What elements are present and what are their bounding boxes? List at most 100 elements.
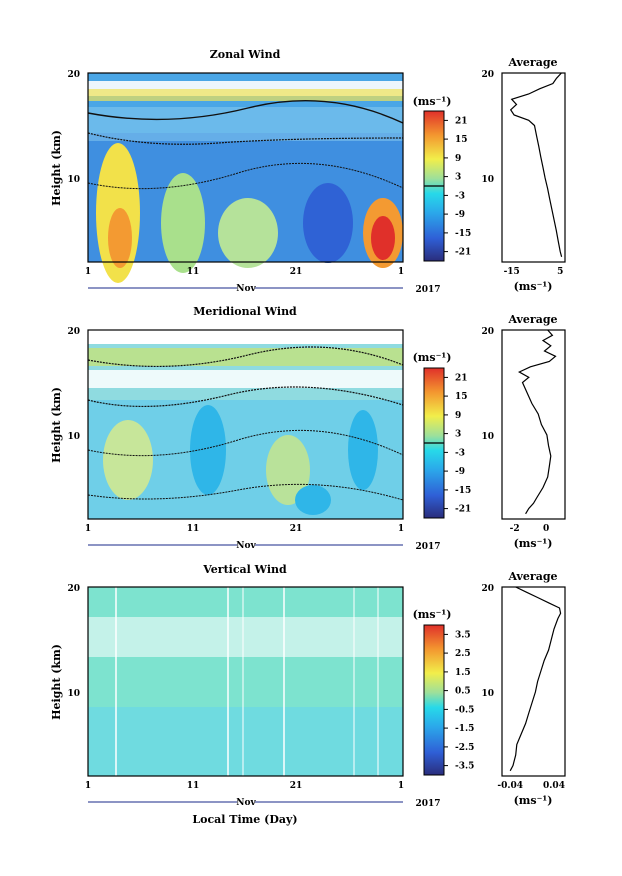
colorbar-tick-label: 9	[455, 154, 461, 164]
zonal-xtick-11: 11	[187, 267, 200, 277]
colorbar-tick-label: -21	[455, 505, 471, 515]
colorbar-tick-label: -9	[455, 467, 465, 477]
meridional-ylabel: Height (km)	[50, 387, 63, 463]
zonal-yaxis: 20 10 Height (km)	[50, 70, 80, 206]
vertical-xtick-21: 21	[290, 781, 303, 791]
vertical-yaxis: 20 10 Height (km)	[50, 584, 80, 720]
zonal-title: Zonal Wind	[210, 48, 281, 61]
vertical-avg-profile	[509, 586, 562, 772]
meridional-xtick-21: 21	[290, 524, 303, 534]
colorbar-tick-label: 3	[455, 430, 461, 440]
vertical-xtick-1b: 1	[398, 781, 404, 791]
zonal-xtick-21: 21	[290, 267, 303, 277]
colorbar-tick-label: -15	[455, 229, 471, 239]
meridional-avg-xtick-1: 0	[543, 524, 549, 534]
colorbar-tick-label: 1.5	[455, 668, 471, 678]
meridional-avg-ytick-10: 10	[481, 432, 494, 442]
colorbar-tick-label: -1.5	[455, 724, 474, 734]
colorbar-tick-label: -3.5	[455, 762, 474, 772]
zonal-nov-bg	[237, 283, 255, 292]
colorbar-tick-label: 21	[455, 373, 468, 383]
meridional-avg-ytick-20: 20	[481, 327, 494, 337]
colorbar-tick-label: 0.5	[455, 687, 471, 697]
colorbar-tick-label: -15	[455, 486, 471, 496]
vertical-nov-bg	[237, 797, 255, 806]
meridional-avg-title: Average	[507, 313, 557, 326]
vertical-cb-unit: (ms⁻¹)	[413, 608, 452, 621]
vertical-avg-title: Average	[507, 570, 557, 583]
zonal-avg-frame	[501, 72, 566, 263]
meridional-cb-unit: (ms⁻¹)	[413, 351, 452, 364]
zonal-avg-xtick-1: 5	[557, 267, 563, 277]
meridional-ytick-20: 20	[67, 327, 80, 337]
vertical-avg-ytick-10: 10	[481, 689, 494, 699]
vertical-avg-frame	[501, 586, 566, 777]
zonal-frame	[87, 72, 404, 263]
meridional-year: 2017	[415, 542, 440, 552]
panel-vertical: Vertical Wind 20 10 Height (km) 1 11 21 …	[50, 563, 566, 826]
zonal-average: Average 20 10 -15 5 (ms⁻¹)	[481, 56, 566, 293]
meridional-xtick-1: 1	[85, 524, 91, 534]
colorbar-tick-label: 15	[455, 135, 468, 145]
meridional-ytick-10: 10	[67, 432, 80, 442]
vertical-title: Vertical Wind	[202, 563, 287, 576]
vertical-ytick-10: 10	[67, 689, 80, 699]
zonal-avg-xtick-0: -15	[504, 267, 520, 277]
meridional-avg-frame	[501, 329, 566, 520]
vertical-heatmap	[88, 587, 403, 776]
vertical-ylabel: Height (km)	[50, 644, 63, 720]
vertical-cb-ticks: 3.5 2.5 1.5 0.5 -0.5 -1.5 -2.5 -3.5	[444, 630, 474, 772]
colorbar-tick-label: 9	[455, 411, 461, 421]
meridional-yaxis: 20 10 Height (km)	[50, 327, 80, 463]
zonal-avg-title: Average	[507, 56, 557, 69]
colorbar-tick-label: -3	[455, 448, 465, 458]
vertical-colorbar: (ms⁻¹) 3.5 2.5 1.5 0.5 -0.5 -1.5 -2.5 -3.5	[413, 608, 474, 776]
colorbar-tick-label: 3.5	[455, 630, 471, 640]
meridional-avg-profile	[517, 329, 557, 515]
meridional-heatmap	[87, 330, 404, 519]
meridional-colorbar: (ms⁻¹) 21 15 9 3 -3 -9 -15 -21	[413, 351, 471, 519]
zonal-xtick-1: 1	[85, 267, 91, 277]
vertical-avg-xtick-0: -0.04	[497, 781, 523, 791]
zonal-heatmap	[87, 73, 404, 283]
zonal-year: 2017	[415, 285, 440, 295]
colorbar-tick-label: 2.5	[455, 649, 471, 659]
meridional-avg-xlabel: (ms⁻¹)	[514, 537, 553, 550]
vertical-year: 2017	[415, 799, 440, 809]
vertical-avg-xtick-1: 0.04	[543, 781, 565, 791]
vertical-avg-ytick-20: 20	[481, 584, 494, 594]
colorbar-tick-label: -0.5	[455, 705, 474, 715]
zonal-nov: Nov	[236, 284, 256, 294]
zonal-avg-xlabel: (ms⁻¹)	[514, 280, 553, 293]
zonal-cb-unit: (ms⁻¹)	[413, 95, 452, 108]
meridional-xtick-11: 11	[187, 524, 200, 534]
zonal-avg-ytick-10: 10	[481, 175, 494, 185]
vertical-xaxis: 1 11 21 1 Nov 2017 Local Time (Day)	[85, 781, 441, 826]
zonal-xtick-1b: 1	[398, 267, 404, 277]
colorbar-tick-label: 15	[455, 392, 468, 402]
meridional-cb-ticks: 21 15 9 3 -3 -9 -15 -21	[444, 373, 471, 515]
meridional-avg-xtick-0: -2	[510, 524, 520, 534]
zonal-ytick-20: 20	[67, 70, 80, 80]
colorbar-tick-label: 21	[455, 116, 468, 126]
zonal-xaxis: 1 11 21 1 Nov 2017	[85, 267, 441, 295]
vertical-frame	[87, 586, 404, 777]
colorbar-tick-label: -2.5	[455, 743, 474, 753]
zonal-ytick-10: 10	[67, 175, 80, 185]
meridional-nov-bg	[237, 540, 255, 549]
panel-zonal: Zonal Wind 20 10 Height (km) 1 11	[50, 48, 566, 295]
zonal-cb-ticks: 21 15 9 3 -3 -9 -15 -21	[444, 116, 471, 258]
vertical-ytick-20: 20	[67, 584, 80, 594]
meridional-average: Average 20 10 -2 0 (ms⁻¹)	[481, 313, 566, 550]
vertical-average: Average 20 10 -0.04 0.04 (ms⁻¹)	[481, 570, 566, 807]
vertical-nov: Nov	[236, 798, 256, 808]
zonal-colorbar: (ms⁻¹) 21 15 9 3 -3 -9 -15 -21	[413, 95, 471, 262]
vertical-cb-bar	[423, 624, 445, 776]
vertical-avg-xlabel: (ms⁻¹)	[514, 794, 553, 807]
colorbar-tick-label: 3	[455, 173, 461, 183]
meridional-title: Meridional Wind	[193, 305, 297, 318]
zonal-avg-ytick-20: 20	[481, 70, 494, 80]
meridional-frame	[87, 329, 404, 520]
colorbar-tick-label: -21	[455, 248, 471, 258]
